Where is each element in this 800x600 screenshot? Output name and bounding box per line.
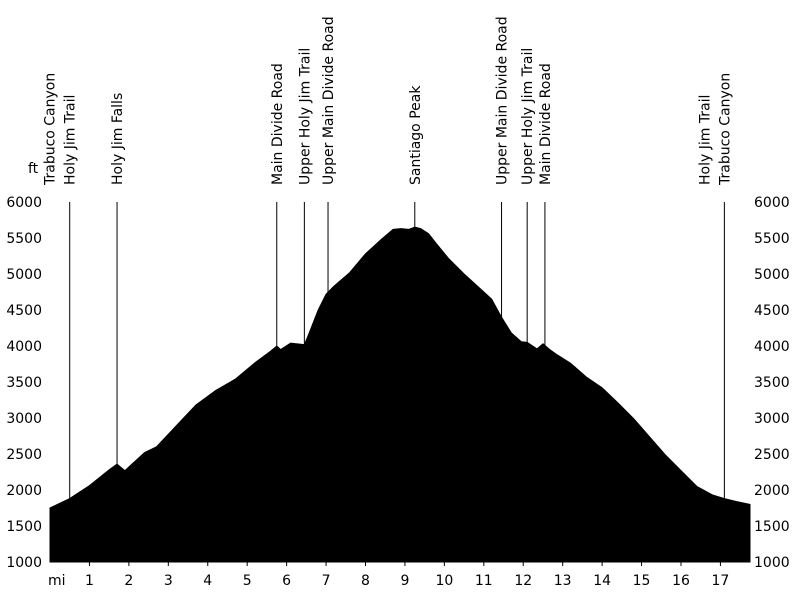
y-tick-label-right: 6000 <box>754 195 790 211</box>
y-tick-label-right: 5500 <box>754 231 790 247</box>
x-tick-label: 17 <box>712 573 730 589</box>
axes-group: 1000 1000 1500 1500 2000 2000 2500 2500 3000 3000… <box>6 195 789 589</box>
y-tick-label-right: 3000 <box>754 411 790 427</box>
y-tick-label-left: 2000 <box>6 483 42 499</box>
x-tick-label: 6 <box>282 573 291 589</box>
profile-area-group <box>49 226 751 563</box>
x-tick-label: 14 <box>593 573 611 589</box>
y-tick-label-left: 6000 <box>6 195 42 211</box>
waypoint-label: Santiago Peak <box>408 85 424 185</box>
y-tick-label-left: 2500 <box>6 447 42 463</box>
waypoint-label: Holy Jim Falls <box>110 93 126 185</box>
x-tick-label: 4 <box>203 573 212 589</box>
x-tick-label: 15 <box>633 573 651 589</box>
x-tick-label: 8 <box>361 573 370 589</box>
waypoint-label: Holy Jim Trail <box>63 95 79 185</box>
x-tick-label: 13 <box>554 573 572 589</box>
y-tick-label-right: 1000 <box>754 555 790 571</box>
y-tick-label-left: 5000 <box>6 267 42 283</box>
x-tick-label: 5 <box>243 573 252 589</box>
x-tick-label: 7 <box>322 573 331 589</box>
x-tick-label: 9 <box>400 573 409 589</box>
waypoint-group: Trabuco Canyon Holy Jim Trail Holy Jim Fal… <box>43 16 733 562</box>
y-tick-label-left: 5500 <box>6 231 42 247</box>
x-tick-label: 1 <box>85 573 94 589</box>
waypoint-label: Holy Jim Trail <box>697 95 713 185</box>
y-tick-label-right: 3500 <box>754 375 790 391</box>
y-tick-label-right: 4500 <box>754 303 790 319</box>
y-tick-label-right: 2500 <box>754 447 790 463</box>
waypoint-label: Upper Main Divide Road <box>321 16 337 185</box>
waypoint-label: Main Divide Road <box>270 63 286 185</box>
y-tick-label-right: 2000 <box>754 483 790 499</box>
waypoint-label: Upper Main Divide Road <box>495 16 511 185</box>
x-tick-label: 16 <box>672 573 690 589</box>
y-tick-label-left: 4500 <box>6 303 42 319</box>
waypoint-label: Upper Holy Jim Trail <box>297 48 313 185</box>
x-unit-label: mi <box>48 573 66 589</box>
waypoint-label: Trabuco Canyon <box>717 73 733 186</box>
y-unit-label: ft <box>28 161 39 177</box>
y-tick-label-right: 1500 <box>754 519 790 535</box>
y-tick-label-left: 1500 <box>6 519 42 535</box>
x-tick-label: 10 <box>435 573 453 589</box>
x-tick-label: 3 <box>164 573 173 589</box>
y-tick-label-left: 4000 <box>6 339 42 355</box>
y-tick-label-right: 5000 <box>754 267 790 283</box>
waypoint-label: Trabuco Canyon <box>43 73 59 186</box>
x-tick-label: 11 <box>475 573 493 589</box>
y-tick-label-left: 1000 <box>6 555 42 571</box>
y-tick-label-left: 3000 <box>6 411 42 427</box>
waypoint-label: Main Divide Road <box>538 63 554 185</box>
waypoint-label: Upper Holy Jim Trail <box>520 48 536 185</box>
elevation-area <box>49 226 751 563</box>
x-tick-label: 2 <box>124 573 133 589</box>
y-tick-label-left: 3500 <box>6 375 42 391</box>
x-tick-label: 12 <box>514 573 532 589</box>
y-tick-label-right: 4000 <box>754 339 790 355</box>
